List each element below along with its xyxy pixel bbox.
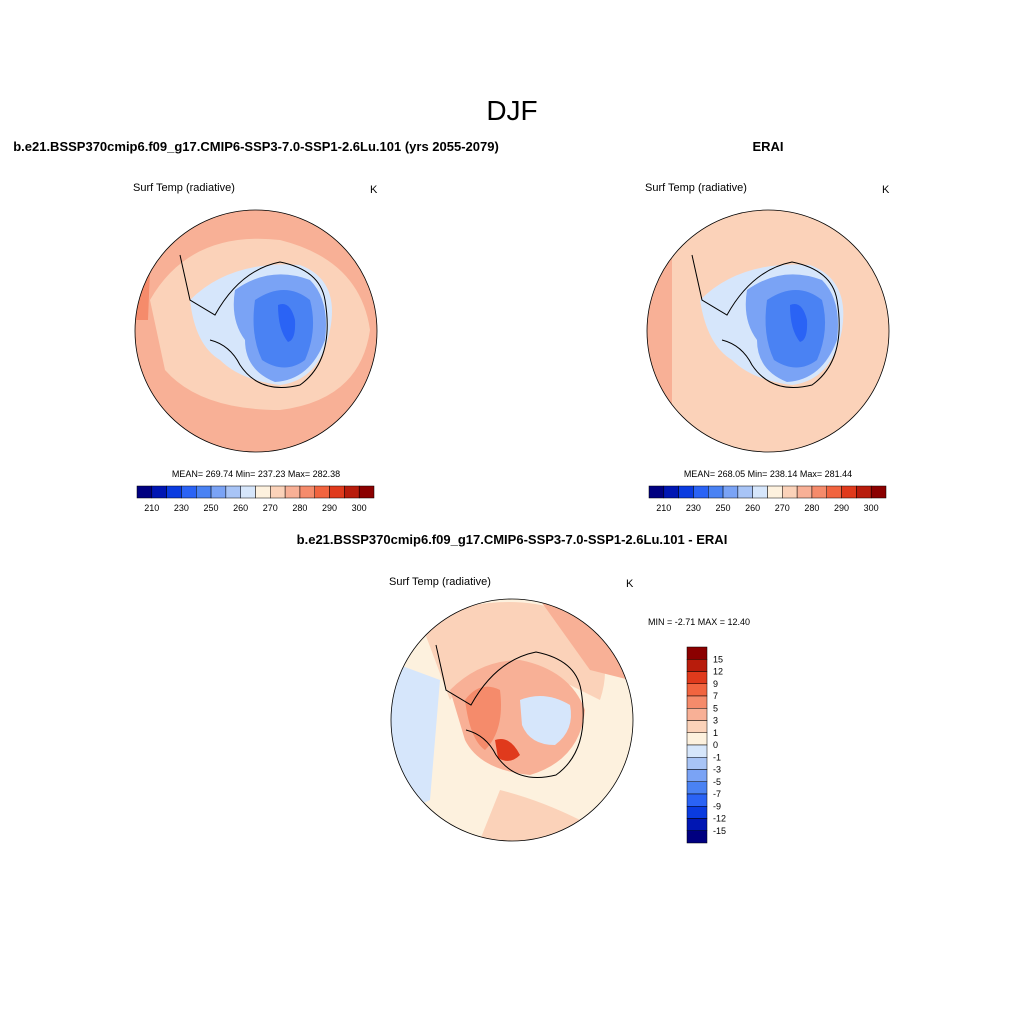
colorbar-label: 3 bbox=[713, 716, 718, 726]
colorbar-swatch bbox=[826, 485, 842, 499]
colorbar-swatch bbox=[240, 485, 256, 499]
colorbar-swatch bbox=[708, 485, 724, 499]
colorbar-swatch bbox=[314, 485, 330, 499]
colorbar-swatch bbox=[166, 485, 182, 499]
colorbar-swatch bbox=[870, 485, 887, 499]
colorbar-swatch bbox=[686, 744, 708, 758]
colorbar-swatch bbox=[796, 485, 813, 499]
map-border bbox=[134, 209, 378, 453]
colorbar-label: 5 bbox=[713, 703, 718, 713]
colorbar-swatch bbox=[648, 485, 665, 499]
colorbar-label: -9 bbox=[713, 801, 721, 811]
colorbar-swatch bbox=[686, 781, 708, 795]
stats: MIN = -2.71 MAX = 12.40 bbox=[648, 617, 750, 627]
colorbar-swatch bbox=[210, 485, 227, 499]
colorbar-swatch bbox=[686, 720, 708, 733]
colorbar-swatch bbox=[686, 671, 708, 684]
colorbar-swatch bbox=[255, 485, 271, 499]
colorbar-swatch bbox=[767, 485, 783, 499]
colorbar-swatch bbox=[136, 485, 153, 499]
colorbar-label: 260 bbox=[233, 503, 248, 513]
colorbar-swatch bbox=[686, 732, 708, 746]
colorbar-label: -3 bbox=[713, 765, 721, 775]
stats: MEAN= 268.05 Min= 238.14 Max= 281.44 bbox=[684, 469, 852, 479]
colorbar-swatch bbox=[686, 806, 708, 819]
colorbar-swatch bbox=[151, 485, 167, 499]
colorbar-label: 15 bbox=[713, 654, 723, 664]
colorbar-swatch bbox=[663, 485, 679, 499]
colorbar-label: 290 bbox=[322, 503, 337, 513]
map-border bbox=[390, 598, 634, 842]
colorbar-swatch bbox=[284, 485, 301, 499]
colorbar-swatch bbox=[841, 485, 857, 499]
colorbar-label: 250 bbox=[204, 503, 219, 513]
stats: MEAN= 269.74 Min= 237.23 Max= 282.38 bbox=[172, 469, 340, 479]
colorbar-swatch bbox=[196, 485, 212, 499]
colorbar-swatch bbox=[299, 485, 315, 499]
colorbar-swatch bbox=[181, 485, 197, 499]
colorbar-swatch bbox=[722, 485, 739, 499]
colorbar-label: 210 bbox=[656, 503, 671, 513]
colorbar-label: -12 bbox=[713, 814, 726, 824]
colorbar-swatch bbox=[752, 485, 768, 499]
colorbar-label: -1 bbox=[713, 752, 721, 762]
colorbar-label: 210 bbox=[144, 503, 159, 513]
colorbar-swatch bbox=[686, 659, 708, 672]
colorbar-swatch bbox=[270, 485, 286, 499]
colorbar-label: 290 bbox=[834, 503, 849, 513]
map bbox=[391, 599, 633, 841]
colorbar-label: -7 bbox=[713, 789, 721, 799]
colorbar-swatch bbox=[856, 485, 872, 499]
colorbar-label: 1 bbox=[713, 728, 718, 738]
colorbar-swatch bbox=[686, 757, 708, 770]
colorbar-label: -15 bbox=[713, 826, 726, 836]
colorbar-swatch bbox=[225, 485, 241, 499]
variable: Surf Temp (radiative) bbox=[133, 182, 235, 194]
colorbar-label: -5 bbox=[713, 777, 721, 787]
colorbar-label: 260 bbox=[745, 503, 760, 513]
panel-title: b.e21.BSSP370cmip6.f09_g17.CMIP6-SSP3-7.… bbox=[13, 139, 499, 154]
map bbox=[647, 210, 889, 452]
colorbar-swatch bbox=[686, 769, 708, 782]
colorbar-swatch bbox=[686, 695, 708, 709]
colorbar-label: 12 bbox=[713, 667, 723, 677]
map bbox=[135, 210, 377, 452]
colorbar-label: 270 bbox=[775, 503, 790, 513]
colorbar-swatch bbox=[344, 485, 360, 499]
colorbar-label: 280 bbox=[804, 503, 819, 513]
units: K bbox=[882, 184, 890, 196]
colorbar-label: 9 bbox=[713, 679, 718, 689]
colorbar-label: 230 bbox=[686, 503, 701, 513]
colorbar-swatch bbox=[329, 485, 345, 499]
colorbar-swatch bbox=[686, 646, 708, 660]
colorbar-label: 250 bbox=[716, 503, 731, 513]
colorbar-swatch bbox=[686, 793, 708, 807]
colorbar-label: 300 bbox=[352, 503, 367, 513]
colorbar-label: 7 bbox=[713, 691, 718, 701]
map-border bbox=[646, 209, 890, 453]
variable: Surf Temp (radiative) bbox=[645, 182, 747, 194]
colorbar-swatch bbox=[686, 708, 708, 721]
colorbar-label: 270 bbox=[263, 503, 278, 513]
colorbar-swatch bbox=[737, 485, 753, 499]
colorbar-swatch bbox=[782, 485, 798, 499]
colorbar-swatch bbox=[678, 485, 694, 499]
colorbar-label: 280 bbox=[292, 503, 307, 513]
colorbar-swatch bbox=[811, 485, 827, 499]
colorbar-swatch bbox=[358, 485, 375, 499]
figure-title: DJF bbox=[486, 95, 537, 126]
colorbar-label: 230 bbox=[174, 503, 189, 513]
units: K bbox=[626, 578, 634, 590]
colorbar-label: 300 bbox=[864, 503, 879, 513]
panel-title: b.e21.BSSP370cmip6.f09_g17.CMIP6-SSP3-7.… bbox=[297, 532, 728, 547]
colorbar-label: 0 bbox=[713, 740, 718, 750]
variable: Surf Temp (radiative) bbox=[389, 576, 491, 588]
colorbar-swatch bbox=[693, 485, 709, 499]
colorbar-swatch bbox=[686, 683, 708, 697]
panel-title: ERAI bbox=[752, 139, 783, 154]
colorbar-swatch bbox=[686, 818, 708, 831]
units: K bbox=[370, 184, 378, 196]
colorbar-swatch bbox=[686, 830, 708, 844]
